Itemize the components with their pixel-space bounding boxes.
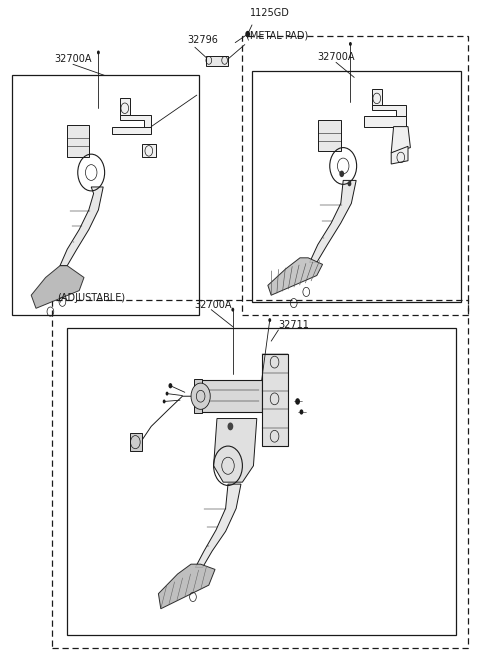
Circle shape <box>349 42 352 46</box>
Polygon shape <box>67 125 89 157</box>
Text: 32796: 32796 <box>187 35 218 45</box>
Polygon shape <box>130 433 142 451</box>
Polygon shape <box>262 354 288 446</box>
Circle shape <box>191 383 210 409</box>
Circle shape <box>166 392 168 396</box>
Polygon shape <box>112 127 151 134</box>
Circle shape <box>300 409 303 415</box>
Polygon shape <box>158 564 215 609</box>
Bar <box>12 75 199 315</box>
Polygon shape <box>60 187 103 266</box>
Polygon shape <box>391 146 408 164</box>
Text: (METAL PAD): (METAL PAD) <box>246 31 308 41</box>
Bar <box>252 71 461 302</box>
Bar <box>242 36 468 315</box>
Circle shape <box>245 31 250 37</box>
Circle shape <box>348 181 351 186</box>
Text: 1125GD: 1125GD <box>250 9 289 18</box>
Text: 32711: 32711 <box>278 320 309 330</box>
Circle shape <box>268 318 271 322</box>
Polygon shape <box>372 89 382 105</box>
Circle shape <box>295 398 300 405</box>
Polygon shape <box>318 120 341 151</box>
Polygon shape <box>206 56 228 66</box>
Circle shape <box>231 308 234 312</box>
Text: (ADJUSTABLE): (ADJUSTABLE) <box>57 293 125 303</box>
Text: 32700A: 32700A <box>317 52 355 62</box>
Polygon shape <box>199 380 262 412</box>
Polygon shape <box>391 127 410 153</box>
Polygon shape <box>120 115 151 127</box>
Text: 32700A: 32700A <box>194 300 232 310</box>
Bar <box>67 328 456 635</box>
Circle shape <box>339 171 344 177</box>
Polygon shape <box>31 266 84 308</box>
Polygon shape <box>268 258 323 295</box>
Polygon shape <box>372 105 406 116</box>
Polygon shape <box>142 144 156 157</box>
Polygon shape <box>195 484 241 567</box>
Circle shape <box>168 383 172 388</box>
Circle shape <box>97 51 100 54</box>
Polygon shape <box>214 419 257 482</box>
Text: 32700A: 32700A <box>54 54 92 64</box>
Polygon shape <box>364 116 406 127</box>
Polygon shape <box>310 180 356 262</box>
Circle shape <box>163 400 166 403</box>
Circle shape <box>228 422 233 430</box>
Bar <box>52 300 468 648</box>
Polygon shape <box>120 98 130 115</box>
Polygon shape <box>194 379 202 413</box>
